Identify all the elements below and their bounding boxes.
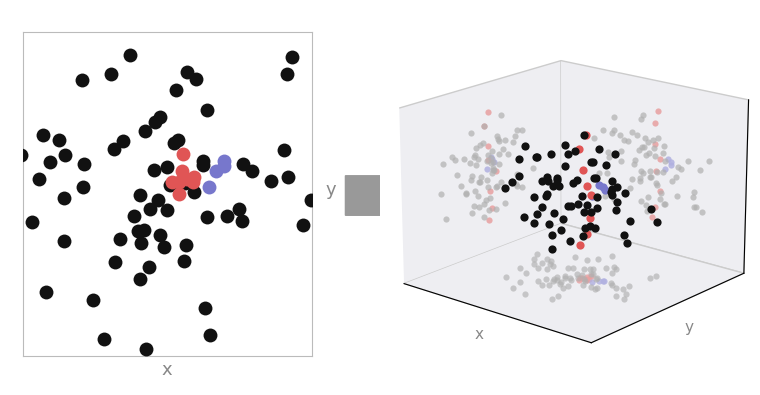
Point bbox=[178, 258, 190, 264]
Point bbox=[237, 161, 249, 167]
Point bbox=[201, 106, 214, 113]
Point bbox=[281, 71, 293, 77]
Point bbox=[117, 138, 129, 145]
Point bbox=[296, 222, 309, 228]
Point bbox=[170, 87, 182, 94]
Point bbox=[149, 119, 161, 126]
Point bbox=[154, 114, 166, 120]
Point bbox=[14, 152, 27, 158]
Point bbox=[287, 54, 299, 60]
Point bbox=[161, 164, 173, 170]
Point bbox=[188, 173, 201, 180]
Point bbox=[59, 152, 71, 158]
Point bbox=[181, 176, 193, 182]
Point bbox=[98, 336, 110, 342]
Point bbox=[166, 179, 178, 185]
Point bbox=[173, 179, 185, 186]
Point bbox=[77, 183, 89, 190]
Point bbox=[114, 236, 126, 242]
Point bbox=[76, 77, 88, 83]
Point bbox=[53, 137, 65, 143]
Point bbox=[282, 174, 294, 180]
Point bbox=[59, 195, 71, 201]
Point bbox=[138, 227, 150, 233]
Point bbox=[44, 159, 56, 166]
Point bbox=[204, 332, 216, 338]
Point bbox=[218, 158, 230, 164]
Point bbox=[36, 132, 49, 138]
Point bbox=[109, 259, 121, 265]
Point bbox=[78, 161, 90, 167]
Point bbox=[218, 163, 230, 169]
Point bbox=[179, 180, 192, 186]
Point bbox=[124, 51, 136, 58]
Y-axis label: y: y bbox=[685, 320, 693, 335]
Point bbox=[245, 168, 258, 174]
Point bbox=[264, 178, 277, 184]
Polygon shape bbox=[345, 156, 410, 235]
Point bbox=[188, 189, 201, 195]
Point bbox=[197, 157, 209, 164]
Point bbox=[181, 69, 193, 75]
Point bbox=[190, 76, 202, 82]
X-axis label: x: x bbox=[474, 327, 483, 342]
Point bbox=[168, 140, 180, 146]
Point bbox=[26, 219, 38, 226]
Point bbox=[152, 196, 164, 203]
Point bbox=[58, 237, 70, 244]
Point bbox=[128, 213, 141, 219]
Point bbox=[211, 167, 223, 174]
Point bbox=[148, 167, 160, 173]
Point bbox=[143, 264, 155, 270]
Point bbox=[0, 121, 11, 128]
Point bbox=[87, 297, 99, 303]
Point bbox=[305, 196, 317, 203]
Point bbox=[163, 182, 176, 188]
Point bbox=[201, 214, 213, 220]
Point bbox=[140, 346, 152, 352]
Point bbox=[139, 128, 151, 135]
Point bbox=[180, 242, 192, 248]
Point bbox=[161, 207, 173, 214]
Point bbox=[33, 176, 46, 182]
Point bbox=[233, 206, 245, 212]
Point bbox=[173, 191, 185, 197]
Point bbox=[197, 162, 209, 168]
Point bbox=[144, 206, 156, 212]
Point bbox=[134, 191, 146, 198]
Point bbox=[187, 179, 199, 185]
Point bbox=[154, 232, 166, 238]
Point bbox=[135, 239, 147, 246]
Point bbox=[108, 145, 120, 152]
Point bbox=[203, 183, 215, 190]
Point bbox=[278, 147, 290, 153]
Point bbox=[176, 151, 188, 157]
X-axis label: x: x bbox=[162, 361, 173, 379]
Point bbox=[199, 305, 211, 312]
Point bbox=[220, 213, 233, 220]
Text: y: y bbox=[325, 181, 336, 199]
Point bbox=[132, 11, 144, 17]
Point bbox=[105, 71, 117, 77]
Point bbox=[131, 228, 144, 234]
Point bbox=[172, 137, 184, 143]
Point bbox=[134, 276, 146, 282]
Point bbox=[158, 244, 170, 250]
Point bbox=[236, 218, 248, 224]
Point bbox=[176, 167, 188, 174]
Point bbox=[321, 224, 333, 231]
Point bbox=[40, 288, 52, 295]
